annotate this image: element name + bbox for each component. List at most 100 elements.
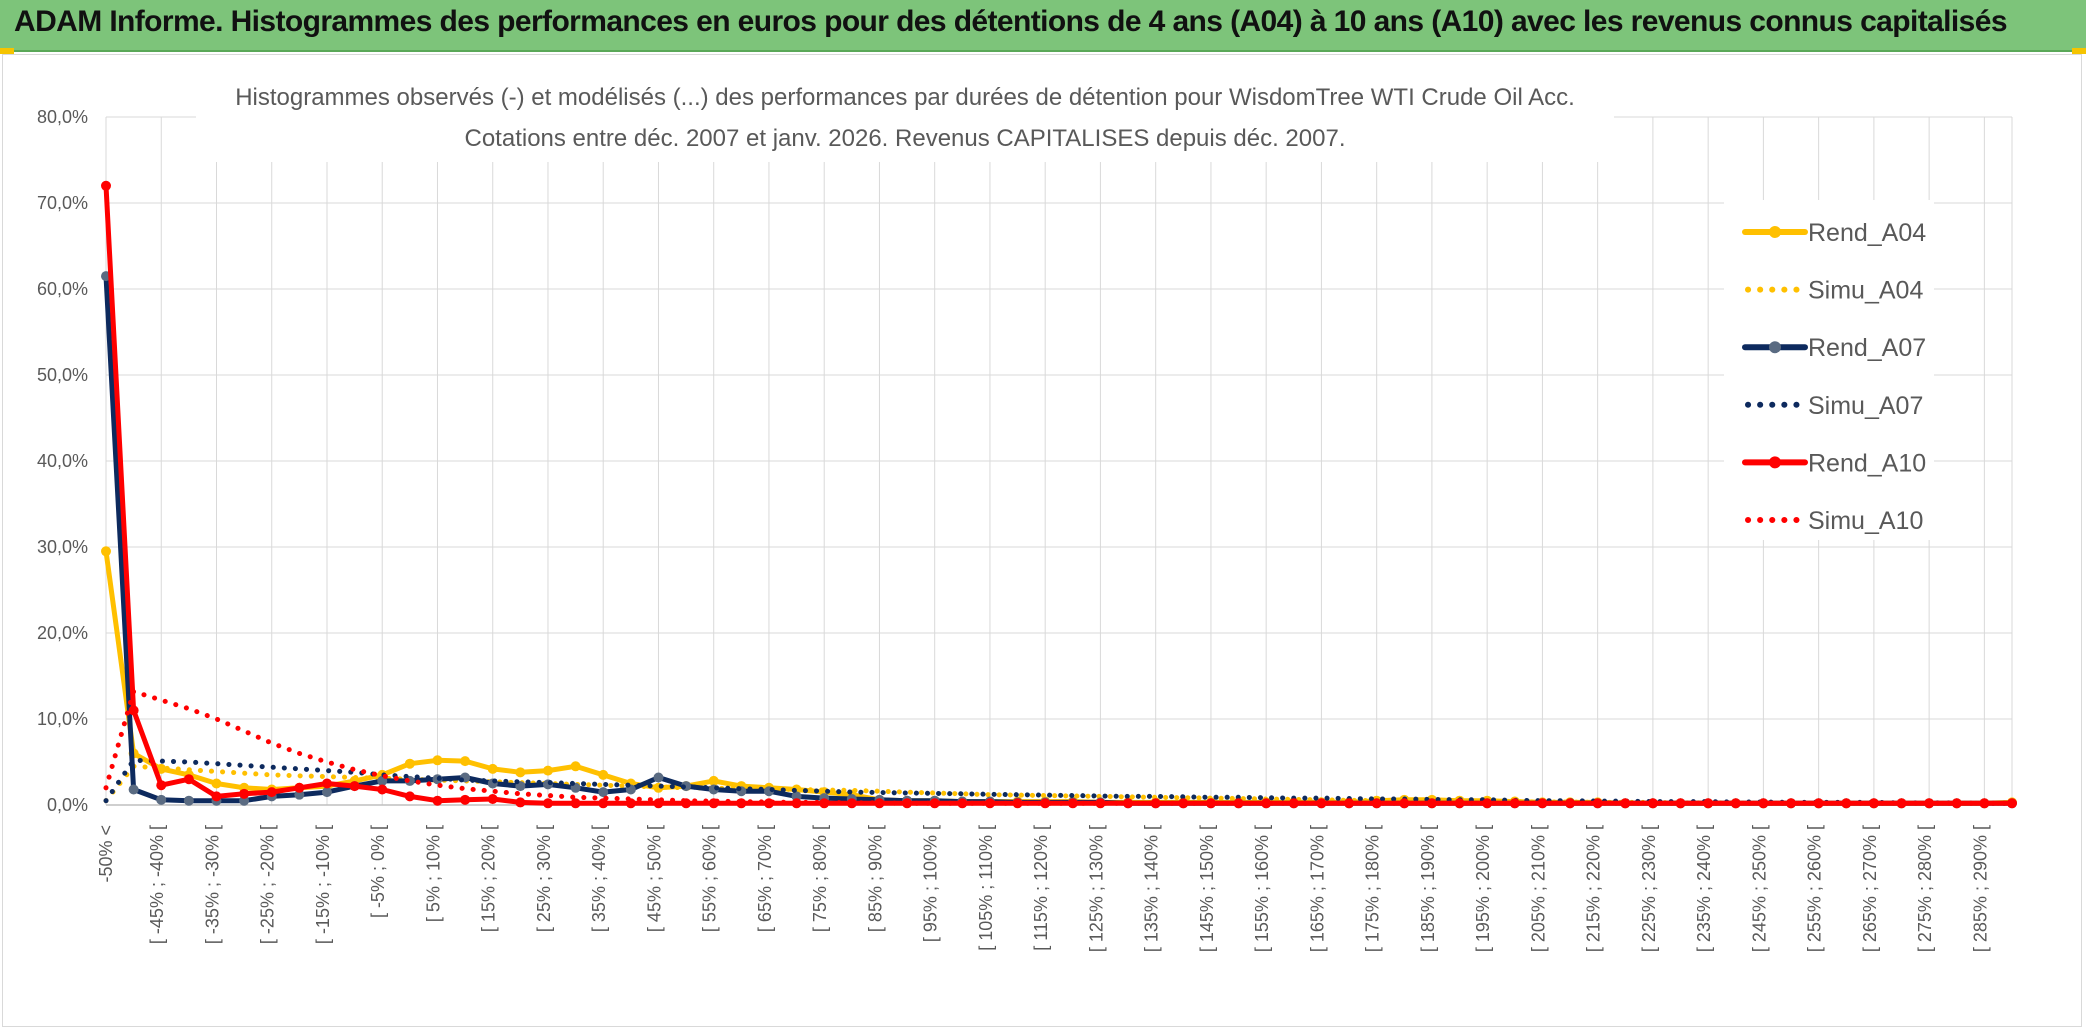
x-tick-label: [ 45% ; 50% [	[644, 825, 664, 932]
data-point	[984, 798, 995, 809]
x-tick-label: [ 215% ; 220% [	[1584, 825, 1604, 952]
data-point	[1261, 798, 1272, 809]
legend-item: Rend_A10	[1742, 449, 1926, 477]
legend-label: Simu_A04	[1808, 277, 1923, 305]
y-tick-label: 10,0%	[37, 709, 88, 729]
x-tick-label: [ 105% ; 110% [	[976, 825, 996, 951]
data-point	[1316, 798, 1327, 809]
series-rend-a04	[101, 546, 2017, 809]
x-tick-label: [ 85% ; 90% [	[865, 825, 885, 932]
series-line-simu-a10	[103, 688, 2015, 806]
data-point	[1150, 798, 1161, 809]
data-point	[1205, 798, 1216, 809]
data-point	[1896, 798, 1907, 809]
page-title: ADAM Informe. Histogrammes des performan…	[14, 5, 2008, 38]
legend-label: Rend_A10	[1808, 449, 1926, 477]
data-point	[515, 767, 526, 778]
data-point	[1841, 798, 1852, 809]
chart-title-background	[196, 78, 1614, 162]
x-tick-label: [ -15% ; -10% [	[313, 825, 333, 944]
x-tick-label: [ 145% ; 150% [	[1197, 825, 1217, 952]
legend-item: Simu_A10	[1745, 507, 1923, 535]
data-point	[874, 798, 885, 809]
series-line-rend-a04	[103, 548, 2015, 806]
x-tick-label: [ 125% ; 130% [	[1086, 825, 1106, 952]
x-tick-label: [ -35% ; -30% [	[202, 825, 222, 944]
data-point	[128, 705, 139, 716]
data-point	[598, 769, 609, 780]
x-tick-label: [ 115% ; 120% [	[1031, 825, 1051, 951]
x-tick-label: [ 155% ; 160% [	[1252, 825, 1272, 952]
data-point	[515, 797, 526, 808]
data-point	[1040, 798, 1051, 809]
data-point	[211, 778, 222, 789]
x-tick-label: [ 135% ; 140% [	[1142, 825, 1162, 952]
data-point	[1758, 798, 1769, 809]
x-tick-label: [ 275% ; 280% [	[1915, 825, 1935, 952]
data-point	[349, 781, 360, 792]
legend-marker	[1769, 341, 1781, 354]
data-point	[404, 791, 415, 802]
data-point	[1647, 798, 1658, 809]
legend-label: Simu_A10	[1808, 507, 1923, 535]
data-point	[1371, 798, 1382, 809]
x-tick-label: [ 255% ; 260% [	[1805, 825, 1825, 952]
data-point	[487, 763, 498, 774]
data-point	[1095, 798, 1106, 809]
data-point	[404, 758, 415, 769]
y-tick-label: 80,0%	[37, 107, 88, 127]
data-point	[156, 780, 167, 791]
x-tick-label: [ 15% ; 20% [	[479, 825, 499, 932]
y-tick-label: 20,0%	[37, 623, 88, 643]
x-tick-label: [ -25% ; -20% [	[258, 825, 278, 944]
y-tick-label: 50,0%	[37, 365, 88, 385]
chart-frame	[2, 54, 2082, 1027]
legend-item: Rend_A04	[1742, 219, 1926, 247]
chart-title-line: Cotations entre déc. 2007 et janv. 2026.…	[465, 125, 1346, 152]
data-point	[432, 755, 443, 766]
legend: Rend_A04 Simu_A04 Rend_A07 Simu_A07 Rend_A10…	[1724, 200, 1934, 540]
data-point	[294, 782, 305, 793]
data-point	[542, 798, 553, 809]
x-tick-label: [ 265% ; 270% [	[1860, 825, 1880, 952]
x-tick-labels: -50% < [ -45% ; -40% [[ -35% ; -30% [[ -2…	[96, 825, 1990, 952]
data-point	[321, 778, 332, 789]
banner: ADAM Informe. Histogrammes des performan…	[0, 0, 2086, 52]
y-tick-label: 40,0%	[37, 451, 88, 471]
x-tick-label: [ 285% ; 290% [	[1970, 825, 1990, 952]
series-group	[101, 180, 2017, 809]
corner-accent-left	[0, 48, 14, 54]
x-tick-label: -50% <	[96, 825, 116, 883]
data-point	[1951, 798, 1962, 809]
data-point	[542, 765, 553, 776]
chart-title: Histogrammes observés (-) et modélisés (…	[196, 78, 1614, 162]
x-tick-label: [ 75% ; 80% [	[810, 825, 830, 932]
legend-label: Rend_A07	[1808, 334, 1926, 362]
data-point	[598, 787, 609, 798]
data-point	[708, 775, 719, 786]
x-tick-label: [ 235% ; 240% [	[1694, 825, 1714, 952]
x-tick-label: [ -5% ; 0% [	[368, 825, 388, 918]
y-tick-labels: 0,0% 10,0% 20,0% 30,0% 40,0% 50,0% 60,0% 70,0% 8…	[37, 107, 88, 815]
legend-label: Rend_A04	[1808, 219, 1926, 247]
data-point	[570, 798, 581, 809]
corner-accent-right	[2072, 48, 2086, 54]
data-point	[1703, 798, 1714, 809]
data-point	[266, 787, 277, 798]
data-point	[432, 795, 443, 806]
x-tick-label: [ 5% ; 10% [	[423, 825, 443, 922]
y-tick-label: 0,0%	[47, 795, 88, 815]
x-tick-label: [ 165% ; 170% [	[1307, 825, 1327, 952]
legend-background	[1724, 200, 1934, 540]
legend-item: Rend_A07	[1742, 334, 1926, 362]
x-tick-label: [ 205% ; 210% [	[1528, 825, 1548, 952]
data-point	[239, 795, 250, 806]
data-point	[460, 794, 471, 805]
data-point	[211, 791, 222, 802]
data-point	[377, 784, 388, 795]
data-point	[1482, 798, 1493, 809]
x-tick-label: [ 195% ; 200% [	[1473, 825, 1493, 952]
x-tick-label: [ 55% ; 60% [	[700, 825, 720, 932]
legend-item: Simu_A04	[1745, 277, 1923, 305]
x-tick-label: [ 185% ; 190% [	[1418, 825, 1438, 952]
